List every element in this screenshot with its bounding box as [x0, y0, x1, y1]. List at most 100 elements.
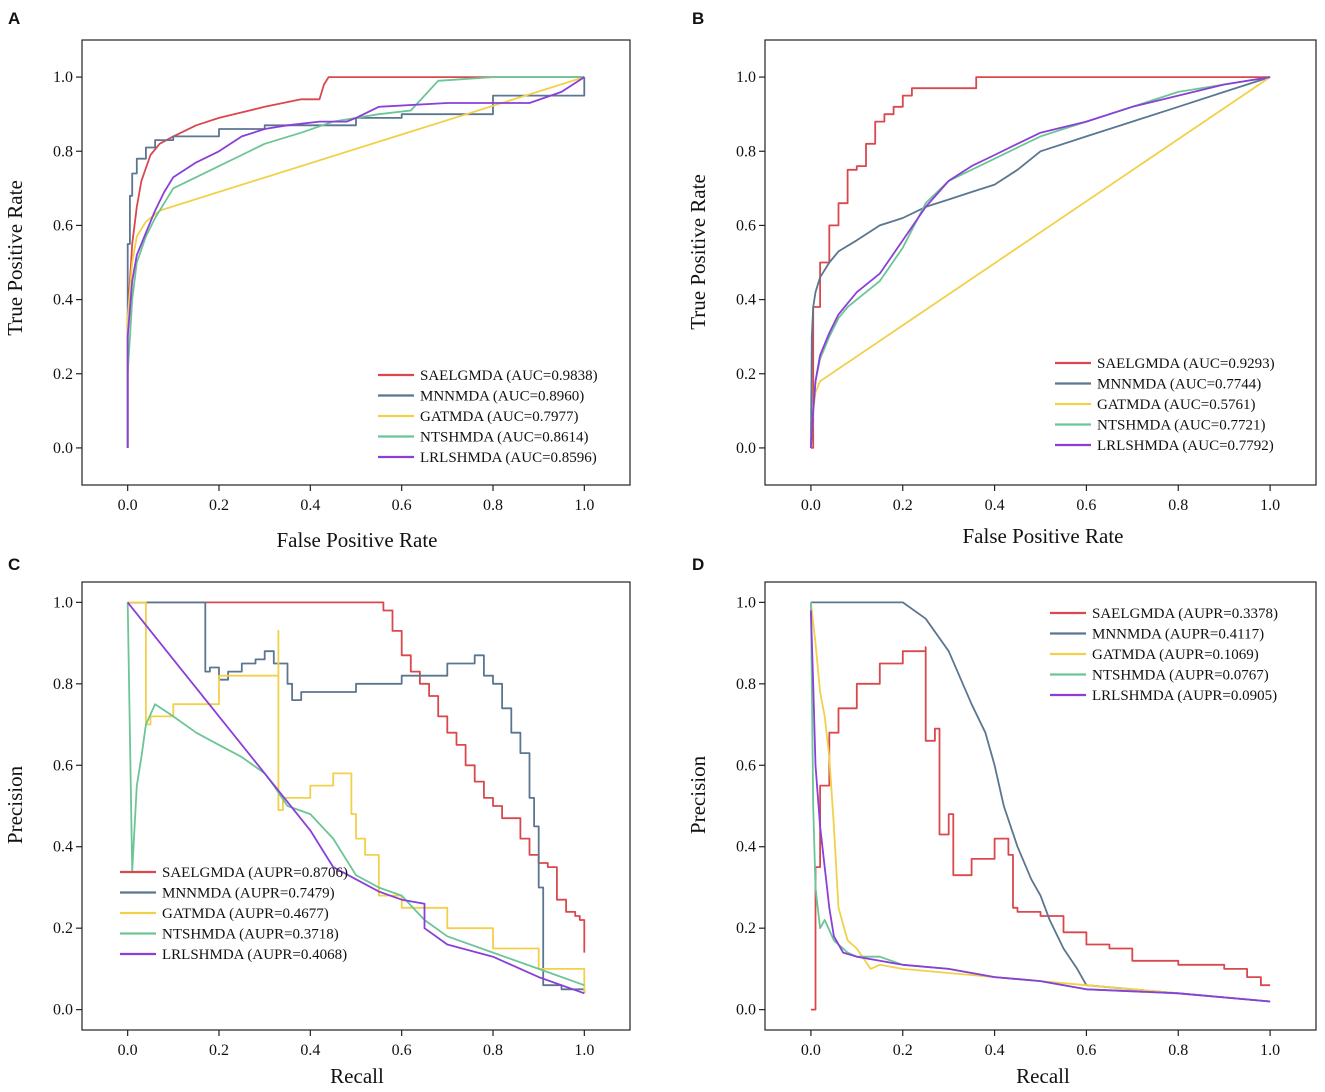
- panel-b-ytick-label: 0.2: [736, 366, 756, 383]
- panel-a-frame: [81, 39, 631, 486]
- panel-c-ylabel: Precision: [3, 765, 27, 844]
- panel-a-ytick-label: 0.4: [53, 292, 73, 309]
- panel-c-xtick-label: 0.0: [118, 1042, 138, 1059]
- panel-c-xtick-label: 0.4: [300, 1042, 320, 1059]
- panel-a-xtick-label: 0.2: [209, 497, 229, 514]
- panel-d-series-saelgmda: [810, 646, 1271, 1011]
- panel-b-legend-label-lrlshmda: LRLSHMDA (AUC=0.7792): [1097, 438, 1274, 454]
- panel-b-legend-label-ntshmda: NTSHMDA (AUC=0.7721): [1097, 418, 1265, 434]
- panel-c-ytick-label: 0.4: [53, 839, 73, 856]
- panel-a-series-saelgmda: [126, 76, 585, 448]
- panel-d-ytick-label: 0.0: [736, 1002, 756, 1019]
- panel-b: B 0.0 0.2 0.4 0.6 0.8 1.0 0.0 0.2 0.4 0.6 0.8 1.0 Fal…: [686, 9, 1317, 548]
- panel-c-xtick-label: 1.0: [574, 1042, 594, 1059]
- panel-d-xtick-label: 0.4: [985, 1042, 1005, 1059]
- panel-c-legend-label-lrlshmda: LRLSHMDA (AUPR=0.4068): [162, 947, 347, 963]
- panel-b-xlabel: False Positive Rate: [963, 524, 1124, 548]
- panel-c-series-gatmda: [127, 601, 586, 994]
- panel-b-letter: B: [692, 9, 704, 28]
- panel-a-legend: SAELGMDA (AUC=0.9838) MNNMDA (AUC=0.8960)…: [378, 368, 598, 466]
- panel-a-legend-label-saelgmda: SAELGMDA (AUC=0.9838): [420, 368, 598, 384]
- panel-b-legend: SAELGMDA (AUC=0.9293) MNNMDA (AUC=0.7744)…: [1055, 356, 1275, 454]
- panel-a-xtick-label: 0.8: [483, 497, 503, 514]
- panel-a-xtick-label: 0.6: [392, 497, 412, 514]
- panel-a-letter: A: [8, 9, 20, 28]
- panel-c-series-lrlshmda: [126, 601, 585, 995]
- panel-d: D 0.0 0.2 0.4 0.6 0.8 1.0 0.0 0.2 0.4 0.6 0.8 1.0 Rec…: [686, 555, 1317, 1088]
- panel-b-ytick-label: 0.0: [736, 440, 756, 457]
- panel-b-xtick-label: 0.6: [1076, 497, 1096, 514]
- panel-d-legend: SAELGMDA (AUPR=0.3378) MNNMDA (AUPR=0.411…: [1050, 606, 1278, 704]
- panel-a-ytick-label: 0.0: [53, 440, 73, 457]
- panel-a-ytick-label: 0.6: [53, 217, 73, 234]
- panel-b-legend-label-mnnmda: MNNMDA (AUC=0.7744): [1097, 377, 1261, 393]
- panel-d-xtick-label: 0.6: [1076, 1042, 1096, 1059]
- panel-c-letter: C: [8, 555, 20, 574]
- panel-c-xtick-label: 0.2: [209, 1042, 229, 1059]
- panel-c: C 0.0 0.2 0.4 0.6 0.8 1.0 0.0 0.2 0.4 0.6 0.8 1.0 Rec…: [3, 555, 631, 1088]
- panel-d-xtick-label: 0.8: [1168, 1042, 1188, 1059]
- panel-b-legend-label-saelgmda: SAELGMDA (AUC=0.9293): [1097, 356, 1275, 372]
- panel-a-legend-label-lrlshmda: LRLSHMDA (AUC=0.8596): [420, 450, 597, 466]
- panel-b-xtick-label: 0.8: [1168, 497, 1188, 514]
- panel-a: A 0.0 0.2 0.4 0.6 0.8 1.0 0.0 0.2 0.4 0.6 0.8 1.0 Fal…: [3, 9, 631, 552]
- panel-c-legend-label-gatmda: GATMDA (AUPR=0.4677): [162, 906, 329, 922]
- panel-d-xlabel: Recall: [1016, 1064, 1070, 1088]
- panel-a-legend-label-gatmda: GATMDA (AUC=0.7977): [420, 409, 578, 425]
- panel-c-xtick-label: 0.8: [483, 1042, 503, 1059]
- panel-d-ytick-label: 0.2: [736, 920, 756, 937]
- panel-a-ylabel: True Positive Rate: [3, 180, 27, 336]
- panel-d-ytick-label: 0.4: [736, 839, 756, 856]
- panel-c-ytick-label: 0.6: [53, 757, 73, 774]
- panel-b-ytick-label: 1.0: [736, 69, 756, 86]
- panel-d-ytick-label: 0.8: [736, 676, 756, 693]
- panel-b-ytick-label: 0.6: [736, 217, 756, 234]
- panel-c-legend-label-saelgmda: SAELGMDA (AUPR=0.8706): [162, 865, 348, 881]
- panel-b-ytick-label: 0.4: [736, 292, 756, 309]
- panel-a-ytick-label: 0.2: [53, 366, 73, 383]
- panel-c-xlabel: Recall: [330, 1064, 384, 1088]
- panel-c-ytick-label: 1.0: [53, 594, 73, 611]
- panel-d-frame: [764, 581, 1317, 1031]
- panel-d-ytick-label: 0.6: [736, 757, 756, 774]
- panel-c-ytick-label: 0.0: [53, 1002, 73, 1019]
- panel-b-xtick-label: 0.4: [985, 497, 1005, 514]
- panel-b-legend-label-gatmda: GATMDA (AUC=0.5761): [1097, 397, 1255, 413]
- panel-b-xtick-label: 0.2: [893, 497, 913, 514]
- panel-d-series-lrlshmda: [810, 610, 1271, 1003]
- panel-c-xtick-label: 0.6: [392, 1042, 412, 1059]
- panel-a-ytick-label: 0.8: [53, 143, 73, 160]
- panel-d-legend-label-gatmda: GATMDA (AUPR=0.1069): [1092, 647, 1259, 663]
- panel-a-xtick-label: 1.0: [574, 497, 594, 514]
- panel-c-ytick-label: 0.2: [53, 920, 73, 937]
- panel-a-series-ntshmda: [126, 76, 585, 448]
- panel-a-legend-label-mnnmda: MNNMDA (AUC=0.8960): [420, 389, 584, 405]
- panel-d-ylabel: Precision: [686, 755, 710, 834]
- panel-b-ylabel: True Positive Rate: [686, 174, 710, 330]
- panel-a-series-lrlshmda: [126, 76, 585, 448]
- panel-a-xtick-label: 0.0: [118, 497, 138, 514]
- panel-b-xtick-label: 0.0: [801, 497, 821, 514]
- panel-b-frame: [764, 39, 1317, 486]
- panel-a-xlabel: False Positive Rate: [277, 528, 438, 552]
- panel-d-ytick-label: 1.0: [736, 594, 756, 611]
- panel-b-xtick-label: 1.0: [1260, 497, 1280, 514]
- panel-c-ytick-label: 0.8: [53, 676, 73, 693]
- panel-a-ytick-label: 1.0: [53, 69, 73, 86]
- panel-d-legend-label-lrlshmda: LRLSHMDA (AUPR=0.0905): [1092, 688, 1277, 704]
- panel-d-legend-label-saelgmda: SAELGMDA (AUPR=0.3378): [1092, 606, 1278, 622]
- panel-d-legend-label-mnnmda: MNNMDA (AUPR=0.4117): [1092, 627, 1264, 643]
- panel-c-series-mnnmda: [127, 601, 586, 994]
- panel-d-xtick-label: 0.2: [893, 1042, 913, 1059]
- panel-c-legend: SAELGMDA (AUPR=0.8706) MNNMDA (AUPR=0.747…: [120, 865, 348, 963]
- panel-d-legend-label-ntshmda: NTSHMDA (AUPR=0.0767): [1092, 668, 1269, 684]
- panel-c-series-saelgmda: [127, 601, 586, 953]
- panel-d-xtick-label: 1.0: [1260, 1042, 1280, 1059]
- panel-a-series-mnnmda: [126, 77, 586, 448]
- panel-b-ytick-label: 0.8: [736, 143, 756, 160]
- panel-a-xtick-label: 0.4: [300, 497, 320, 514]
- panel-a-legend-label-ntshmda: NTSHMDA (AUC=0.8614): [420, 430, 588, 446]
- panel-d-xtick-label: 0.0: [801, 1042, 821, 1059]
- panel-c-legend-label-ntshmda: NTSHMDA (AUPR=0.3718): [162, 927, 339, 943]
